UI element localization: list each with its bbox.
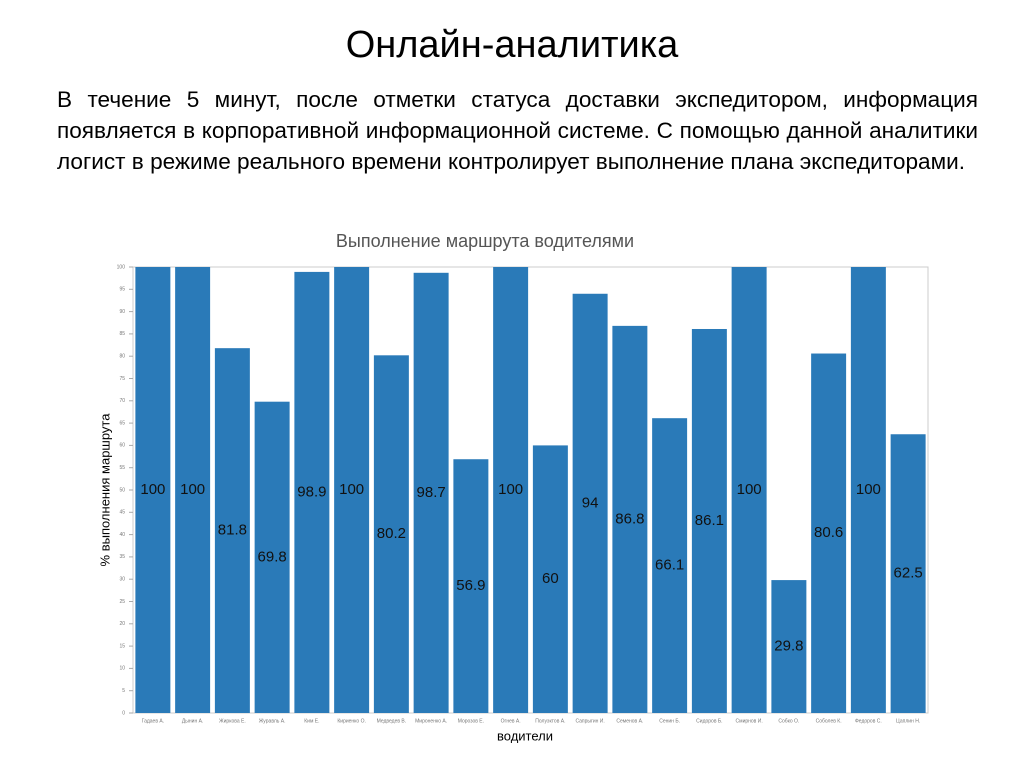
x-tick-label: Дынин А. <box>182 718 203 724</box>
bar <box>214 348 250 713</box>
value-label: 100 <box>737 481 762 498</box>
bar <box>373 355 409 713</box>
y-tick-label: 70 <box>119 398 125 404</box>
value-label: 80.2 <box>377 525 406 542</box>
x-tick-label: Кириенко О. <box>337 718 366 724</box>
value-label: 98.9 <box>297 483 326 500</box>
y-tick-label: 60 <box>119 443 125 449</box>
bar <box>413 272 449 713</box>
value-label: 81.8 <box>218 522 247 539</box>
bar <box>493 267 529 713</box>
bar <box>532 445 568 713</box>
bar <box>135 267 171 713</box>
x-tick-label: Ким Е. <box>304 718 319 724</box>
slide-title: Онлайн-аналитика <box>345 24 679 66</box>
y-tick-label: 35 <box>119 554 125 560</box>
value-label: 86.1 <box>695 512 724 529</box>
x-tick-label: Федоров С. <box>855 718 882 724</box>
slide-text: В течение 5 минут, после отметки статуса… <box>57 87 978 174</box>
bar <box>731 267 767 713</box>
bar <box>334 267 370 713</box>
y-tick-label: 100 <box>117 264 126 270</box>
x-tick-label: Гадаев А. <box>142 718 164 724</box>
bar <box>652 418 688 713</box>
y-tick-label: 55 <box>119 465 125 471</box>
x-tick-label: Медведев В. <box>377 718 407 724</box>
value-label: 86.8 <box>615 510 644 527</box>
value-label: 66.1 <box>655 557 684 574</box>
bar <box>890 434 926 713</box>
y-tick-label: 5 <box>122 688 125 694</box>
value-label: 100 <box>339 481 364 498</box>
x-tick-label: Сидоров Б. <box>696 718 722 724</box>
y-tick-label: 85 <box>119 331 125 337</box>
y-tick-label: 80 <box>119 354 125 360</box>
x-tick-label: Смирнов И. <box>736 718 763 724</box>
x-tick-label: Мироненко А. <box>415 718 447 724</box>
value-label: 98.7 <box>417 484 446 501</box>
y-tick-label: 15 <box>119 643 125 649</box>
bar <box>254 401 290 713</box>
x-axis-label: водители <box>497 728 553 743</box>
value-label: 80.6 <box>814 524 843 541</box>
value-label: 100 <box>180 481 205 498</box>
x-tick-label: Собко О. <box>778 718 799 724</box>
y-tick-label: 30 <box>119 577 125 583</box>
value-label: 100 <box>498 481 523 498</box>
y-tick-label: 50 <box>119 487 125 493</box>
bar <box>294 271 330 713</box>
y-tick-label: 75 <box>119 376 125 382</box>
x-tick-label: Сапрыгин И. <box>575 718 604 724</box>
bar <box>850 267 886 713</box>
x-tick-label: Цаплин Н. <box>896 718 920 724</box>
value-label: 60 <box>542 570 559 587</box>
bar <box>175 267 211 713</box>
value-label: 69.8 <box>258 548 287 565</box>
plot-frame <box>132 266 929 714</box>
y-tick-label: 10 <box>119 666 125 672</box>
bar <box>572 293 608 713</box>
x-tick-label: Семенов А. <box>616 718 643 724</box>
y-axis-label: % выполнения маршрута <box>97 413 112 567</box>
bar <box>453 459 489 713</box>
value-label: 62.5 <box>894 565 923 582</box>
x-tick-label: Соболев К. <box>816 718 842 724</box>
y-tick-label: 40 <box>119 532 125 538</box>
y-tick-label: 90 <box>119 309 125 315</box>
value-label: 100 <box>856 481 881 498</box>
value-label: 29.8 <box>774 638 803 655</box>
value-label: 94 <box>582 494 599 511</box>
x-tick-label: Огнев А. <box>501 718 521 724</box>
y-tick-label: 0 <box>122 710 125 716</box>
chart-title: Выполнение маршрута водителями <box>336 231 634 251</box>
bar <box>811 353 847 713</box>
y-tick-label: 45 <box>119 510 125 516</box>
x-tick-label: Журавль А. <box>259 718 286 724</box>
value-label: 100 <box>140 481 165 498</box>
bar <box>691 328 727 713</box>
value-label: 56.9 <box>456 577 485 594</box>
y-tick-label: 65 <box>119 420 125 426</box>
x-tick-label: Жиркова Е. <box>219 718 246 724</box>
y-tick-label: 20 <box>119 621 125 627</box>
bar <box>612 325 648 713</box>
x-tick-label: Морозов Е. <box>458 718 484 724</box>
x-tick-label: Сенин Б. <box>659 718 680 724</box>
y-tick-label: 95 <box>119 287 125 293</box>
y-tick-label: 25 <box>119 599 125 605</box>
x-tick-label: Полуэктов А. <box>535 718 565 724</box>
bar <box>771 580 807 713</box>
